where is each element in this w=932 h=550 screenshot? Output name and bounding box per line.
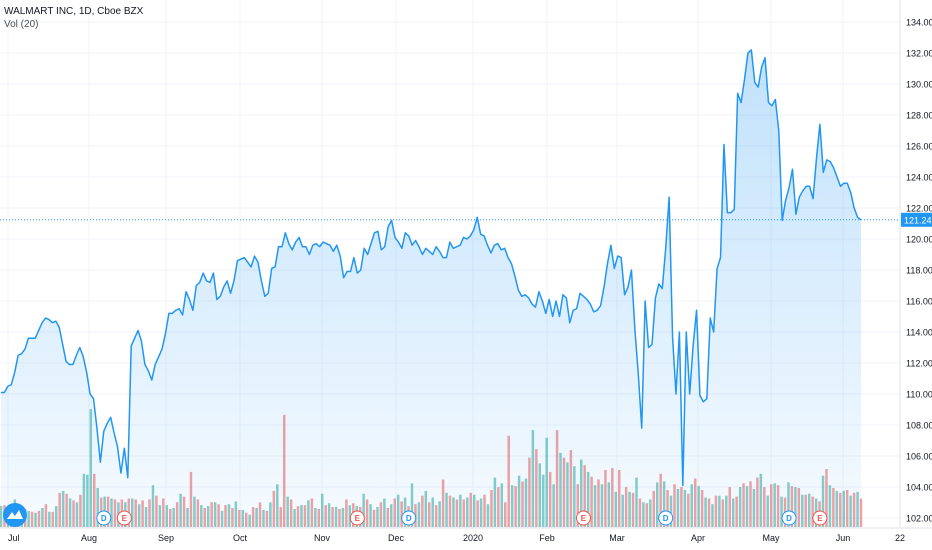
- dividend-marker[interactable]: D: [96, 510, 112, 526]
- volume-bar: [859, 498, 863, 527]
- tradingview-logo[interactable]: [3, 503, 27, 527]
- price-tick-label: 124.00: [906, 173, 932, 183]
- chart-legend: WALMART INC, 1D, Cboe BZX Vol (20): [4, 5, 143, 31]
- price-tick-label: 118.00: [906, 266, 932, 276]
- event-label: D: [663, 514, 669, 523]
- price-line: [1, 49, 862, 487]
- price-tick-label: 102.00: [906, 514, 932, 524]
- time-axis[interactable]: Jul Aug Sep Oct Nov Dec 2020 Feb Mar Apr May Jun 22: [8, 533, 905, 543]
- event-circle: [781, 510, 797, 526]
- earnings-marker[interactable]: E: [812, 510, 828, 526]
- dividend-marker[interactable]: D: [781, 510, 797, 526]
- time-tick-label: Sep: [158, 533, 174, 543]
- price-tick-label: 126.00: [906, 142, 932, 152]
- logo-circle-icon: [3, 503, 27, 527]
- time-tick-label: Feb: [539, 533, 555, 543]
- price-axis[interactable]: 102.00 104.00 106.00 108.00 110.00 112.00 114.…: [906, 18, 932, 524]
- price-tick-label: 112.00: [906, 359, 932, 369]
- time-tick-label: Jul: [8, 533, 20, 543]
- time-tick-label: Apr: [691, 533, 705, 543]
- event-label: E: [581, 514, 587, 523]
- event-label: D: [406, 514, 412, 523]
- event-circle: [116, 510, 132, 526]
- event-circle: [812, 510, 828, 526]
- time-tick-label: Aug: [81, 533, 97, 543]
- time-tick-label: 2020: [463, 533, 483, 543]
- volume-indicator-label[interactable]: Vol (20): [4, 19, 39, 30]
- price-tick-label: 132.00: [906, 49, 932, 59]
- earnings-marker[interactable]: E: [116, 510, 132, 526]
- price-area: [1, 49, 861, 529]
- price-tick-label: 134.00: [906, 18, 932, 28]
- last-price-label: 121.24: [904, 215, 932, 225]
- last-price-marker: 121.24: [0, 212, 932, 227]
- event-circle: [401, 510, 417, 526]
- price-tick-label: 116.00: [906, 297, 932, 307]
- price-line-layer: [1, 49, 862, 487]
- price-tick-label: 110.00: [906, 390, 932, 400]
- price-tick-label: 114.00: [906, 328, 932, 338]
- dividend-marker[interactable]: D: [401, 510, 417, 526]
- price-tick-label: 122.00: [906, 204, 932, 214]
- earnings-marker[interactable]: E: [349, 510, 365, 526]
- time-tick-label: May: [762, 533, 780, 543]
- price-tick-label: 108.00: [906, 421, 932, 431]
- event-label: D: [786, 514, 792, 523]
- last-price-tag: [901, 212, 932, 227]
- time-tick-label: Mar: [609, 533, 625, 543]
- event-label: E: [817, 514, 823, 523]
- event-label: E: [355, 514, 361, 523]
- earnings-marker[interactable]: E: [575, 510, 591, 526]
- time-tick-label: 22: [895, 533, 905, 543]
- time-tick-label: Jun: [836, 533, 851, 543]
- dividend-marker[interactable]: D: [658, 510, 674, 526]
- price-tick-label: 120.00: [906, 235, 932, 245]
- price-tick-label: 130.00: [906, 80, 932, 90]
- event-circle: [658, 510, 674, 526]
- event-circle: [349, 510, 365, 526]
- time-tick-label: Dec: [388, 533, 405, 543]
- symbol-title: WALMART INC, 1D, Cboe BZX: [4, 6, 144, 17]
- price-area-fill: [1, 49, 861, 529]
- event-circle: [575, 510, 591, 526]
- price-tick-label: 128.00: [906, 111, 932, 121]
- price-tick-label: 106.00: [906, 452, 932, 462]
- price-tick-label: 104.00: [906, 483, 932, 493]
- event-circle: [96, 510, 112, 526]
- logo-chart-icon: [7, 510, 23, 519]
- event-label: D: [101, 514, 107, 523]
- event-label: E: [122, 514, 128, 523]
- time-tick-label: Oct: [233, 533, 248, 543]
- time-tick-label: Nov: [314, 533, 331, 543]
